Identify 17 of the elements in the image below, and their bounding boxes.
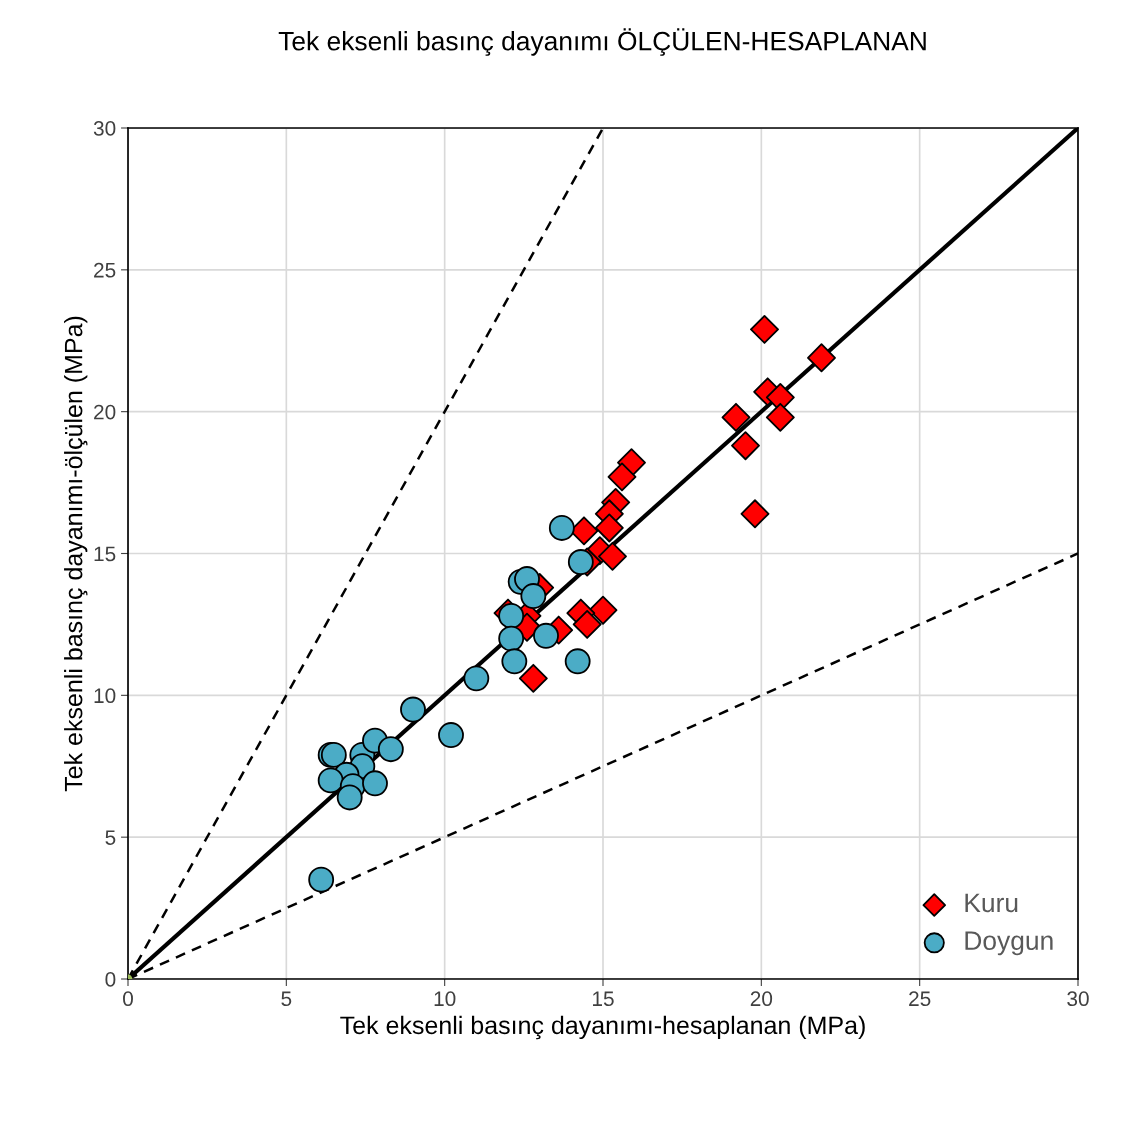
y-tick-label: 25 <box>94 262 116 278</box>
x-tick-label: 0 <box>123 991 133 1007</box>
x-tick-label: 25 <box>909 991 931 1007</box>
y-tick-label: 20 <box>94 404 116 420</box>
x-tick-label: 15 <box>593 991 614 1007</box>
x-tick-label: 30 <box>1067 991 1089 1007</box>
x-axis-title: Tek eksenli basınç dayanımı-hesaplanan (MPa) <box>340 1015 865 1040</box>
y-tick-label: 30 <box>93 121 116 136</box>
y-tick-label: 10 <box>94 688 116 704</box>
chart-title: Tek eksenli basınç dayanımı ÖLÇÜLEN-HESAPLANAN <box>278 28 926 56</box>
x-tick-label: 20 <box>750 991 773 1007</box>
y-tick-label: 0 <box>105 972 116 987</box>
y-axis-title: Tek eksenli basınç dayanımı-ölçülen (MPa) <box>64 316 88 792</box>
y-tick-label: 5 <box>105 830 116 845</box>
x-tick-label: 10 <box>434 991 456 1007</box>
x-tick-label: 5 <box>281 991 292 1007</box>
y-tick-label: 15 <box>94 546 116 562</box>
